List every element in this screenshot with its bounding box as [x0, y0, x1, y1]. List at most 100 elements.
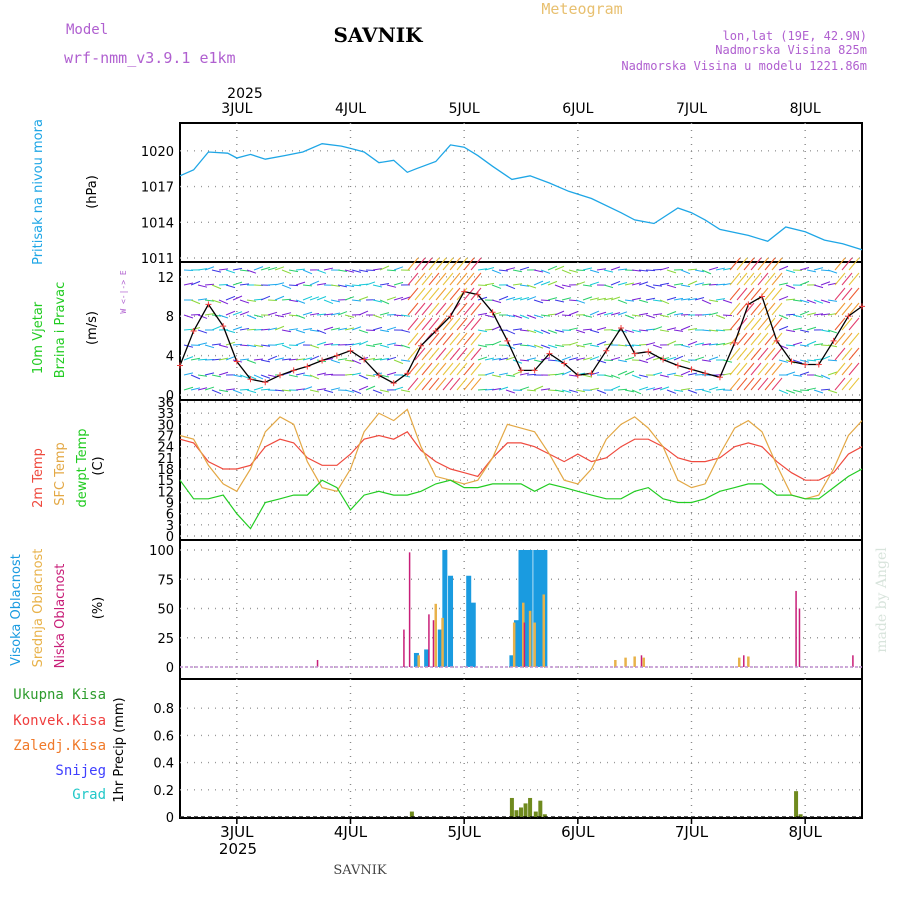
wind-arrow — [337, 269, 348, 273]
wind-arrow — [617, 344, 628, 347]
wind-arrow — [323, 326, 334, 331]
wind-arrow — [820, 374, 831, 380]
wind-arrow — [806, 269, 817, 273]
wind-arrow — [638, 269, 649, 272]
wind-arrow — [568, 389, 579, 393]
precip-bar — [409, 811, 414, 817]
wind-arrow — [603, 284, 614, 289]
wind-arrow — [197, 329, 208, 334]
wind-arrow — [694, 269, 705, 273]
wind-arrow — [239, 327, 250, 331]
wind-arrow — [554, 284, 565, 289]
wind-arrow — [365, 357, 376, 361]
wind-arrow — [470, 272, 482, 286]
wind-arrow — [344, 296, 355, 301]
conv-precip-label: Konvek.Kisa — [13, 713, 106, 729]
wind-arrow — [316, 313, 327, 316]
y-tick-label: 8 — [166, 310, 174, 325]
wind-arrow — [771, 317, 783, 331]
wind-arrow — [568, 311, 579, 316]
wind-arrow — [617, 359, 628, 363]
mid-cloud-bar — [533, 622, 536, 667]
mid-cloud-bar — [434, 603, 437, 667]
wind-arrow — [785, 344, 796, 347]
wind-arrow — [680, 370, 691, 376]
wind-arrow — [407, 347, 419, 361]
wind-arrow — [288, 299, 299, 303]
wind-arrow — [596, 359, 607, 364]
wind-arrow — [183, 344, 194, 348]
wind-arrow — [526, 357, 537, 361]
wind-point — [688, 366, 695, 373]
wind-unit: (m/s) — [85, 311, 100, 345]
wind-arrow — [288, 284, 299, 287]
wind-arrow — [757, 377, 769, 391]
mid-cloud-bar — [542, 594, 545, 667]
wind-arrow — [232, 281, 243, 286]
wind-arrow — [631, 344, 642, 347]
wind-arrow — [617, 268, 628, 271]
wind-arrow — [449, 272, 461, 286]
day-label-top: 3JUL — [221, 101, 252, 117]
dewpoint-series — [179, 468, 863, 530]
wind-arrow — [505, 284, 516, 290]
wind-arrow — [449, 317, 461, 331]
wind-arrow — [253, 344, 264, 348]
mid-cloud-bar — [441, 617, 444, 667]
wind-arrow — [820, 313, 831, 316]
wind-point — [859, 303, 865, 310]
wind-arrow — [463, 347, 475, 361]
wind-arrow — [834, 317, 846, 331]
mid-cloud-bar — [737, 657, 741, 667]
wind-arrow — [393, 266, 404, 271]
wind-arrow — [484, 314, 495, 318]
low-cloud-bar — [428, 614, 430, 667]
wind-arrow — [183, 282, 194, 286]
wind-arrow — [813, 267, 824, 271]
wind-arrow — [547, 280, 558, 286]
wind-arrow — [834, 362, 846, 376]
wind-point — [631, 350, 638, 357]
wind-point — [716, 374, 723, 381]
wind-arrow — [638, 386, 649, 391]
wind-arrow — [393, 314, 404, 317]
wind-arrow — [708, 329, 719, 332]
wind-arrow — [778, 265, 789, 271]
sfc-temp-series — [179, 408, 863, 500]
year-top: 2025 — [227, 86, 263, 102]
wind-arrow — [540, 388, 551, 391]
mid-cloud-bar — [624, 657, 627, 667]
temp2m-series — [179, 431, 863, 481]
wind-point — [773, 337, 780, 344]
wind-arrow — [568, 374, 579, 377]
wind-arrow — [820, 329, 831, 333]
wind-point — [375, 372, 382, 379]
wind-arrow — [743, 257, 755, 271]
wind-arrow — [827, 282, 838, 286]
wind-arrow — [267, 327, 278, 331]
high-cloud-bar — [527, 550, 533, 667]
wind-arrow — [288, 344, 299, 347]
wind-arrow — [624, 370, 635, 376]
wind-arrow — [687, 327, 698, 331]
wind-arrow — [351, 372, 362, 376]
wind-arrow — [204, 344, 215, 349]
wind-arrow — [736, 332, 748, 346]
wind-label-1: 10m Vjetar — [31, 301, 46, 374]
wind-arrow — [582, 374, 593, 378]
wind-arrow — [820, 299, 831, 304]
wind-arrow — [309, 329, 320, 332]
wind-arrow — [680, 388, 691, 391]
wind-arrow — [631, 389, 642, 395]
wind-arrow — [554, 344, 565, 348]
wind-arrow — [631, 269, 642, 272]
wind-arrow — [435, 287, 447, 301]
wind-arrow — [806, 387, 817, 391]
wind-arrow — [701, 283, 712, 286]
wind-arrow — [442, 257, 454, 271]
wind-arrow — [414, 362, 426, 376]
wind-arrow — [554, 299, 565, 303]
wind-arrow — [491, 299, 502, 304]
wind-arrow — [694, 342, 705, 346]
wind-arrow — [666, 311, 677, 316]
